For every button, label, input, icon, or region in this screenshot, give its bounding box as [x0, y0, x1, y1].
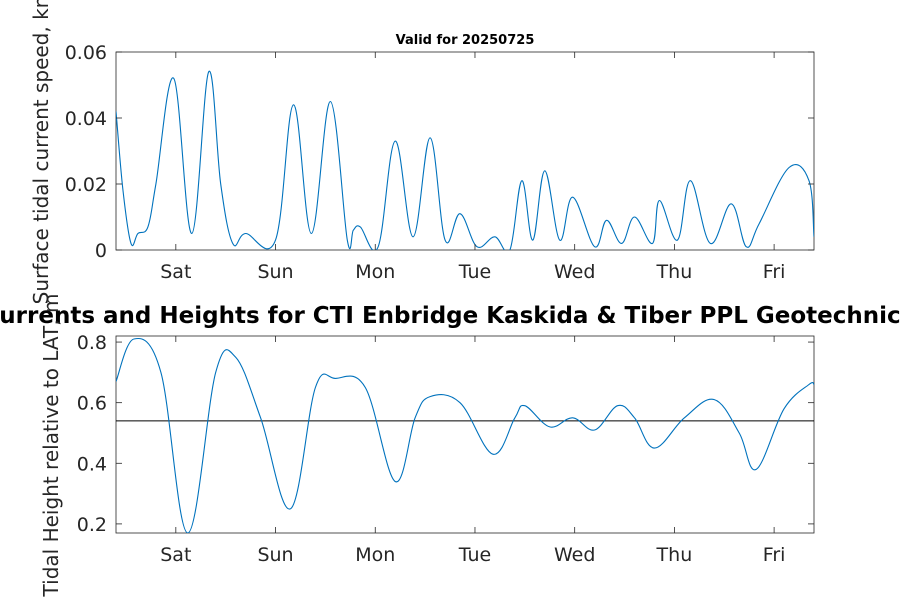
- x-tick-label: Sat: [160, 261, 191, 283]
- y-tick-label: 0.4: [77, 453, 107, 475]
- x-tick-label: Fri: [763, 261, 786, 283]
- x-tick-label: Mon: [355, 261, 395, 283]
- tidal-height-panel: Currents and Heights for CTI Enbridge Ka…: [0, 294, 900, 598]
- series-line: [116, 337, 814, 533]
- y-tick-label: 0.8: [77, 332, 107, 354]
- height-x-ticks: Sat Sun Mon Tue Wed Thu Fri: [160, 336, 785, 566]
- height-chart-title: Currents and Heights for CTI Enbridge Ka…: [0, 303, 900, 329]
- height-y-ticks: 0.2 0.4 0.6 0.8: [77, 332, 814, 536]
- current-chart-title: Valid for 20250725: [396, 33, 535, 48]
- current-x-ticks: Sat Sun Mon Tue Wed Thu Fri: [160, 52, 785, 283]
- x-tick-label: Sun: [257, 261, 293, 283]
- current-speed-panel: Valid for 20250725 0 0.02 0.04 0.06 Sat Sun M…: [29, 0, 815, 304]
- plot-frame: [115, 335, 815, 534]
- x-tick-label: Sat: [160, 544, 191, 566]
- series-line: [116, 70, 814, 250]
- y-tick-label: 0.02: [65, 174, 107, 196]
- y-tick-label: 0.2: [77, 514, 107, 536]
- x-tick-label: Fri: [763, 544, 786, 566]
- y-tick-label: 0.04: [65, 108, 107, 130]
- x-tick-label: Wed: [554, 544, 595, 566]
- current-y-ticks: 0 0.02 0.04 0.06: [65, 42, 814, 262]
- plot-frame: [115, 51, 815, 251]
- y-tick-label: 0: [95, 240, 107, 262]
- height-plot-area: [115, 335, 815, 534]
- height-y-axis-label: Tidal Height relative to LAT, m: [39, 294, 63, 598]
- x-tick-label: Sun: [257, 544, 293, 566]
- x-tick-label: Mon: [355, 544, 395, 566]
- y-tick-label: 0.6: [77, 393, 107, 415]
- x-tick-label: Wed: [554, 261, 595, 283]
- x-tick-label: Thu: [656, 261, 693, 283]
- x-tick-label: Tue: [458, 261, 491, 283]
- current-y-axis-label: Surface tidal current speed, kn: [29, 0, 53, 304]
- x-tick-label: Tue: [458, 544, 491, 566]
- current-plot-area: [115, 51, 815, 251]
- y-tick-label: 0.06: [65, 42, 107, 64]
- x-tick-label: Thu: [656, 544, 693, 566]
